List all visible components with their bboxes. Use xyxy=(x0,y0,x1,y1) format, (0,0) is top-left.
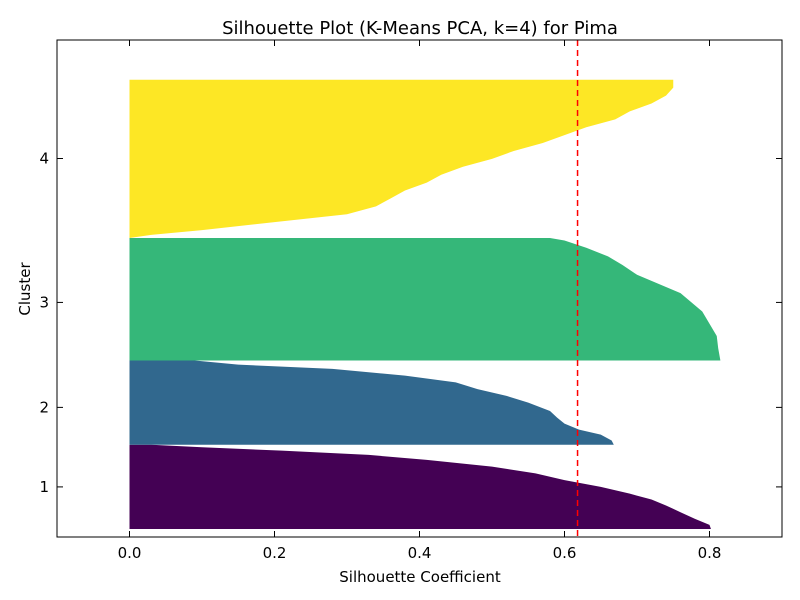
cluster-1-silhouette xyxy=(129,444,711,530)
y-tick-label: 4 xyxy=(39,149,49,167)
chart-title: Silhouette Plot (K-Means PCA, k=4) for P… xyxy=(222,18,618,39)
x-tick-label: 0.6 xyxy=(553,544,577,562)
cluster-2-silhouette xyxy=(129,360,614,445)
x-tick-label: 0.4 xyxy=(408,544,432,562)
y-axis: 1 2 3 4 xyxy=(39,149,782,496)
y-axis-label: Cluster xyxy=(16,262,34,316)
x-tick-label: 0.8 xyxy=(698,544,722,562)
x-tick-label: 0.2 xyxy=(263,544,287,562)
x-axis: 0.0 0.2 0.4 0.6 0.8 xyxy=(118,40,722,562)
plot-area xyxy=(129,40,721,537)
y-tick-label: 1 xyxy=(39,478,49,496)
y-tick-label: 3 xyxy=(39,293,49,311)
x-tick-label: 0.0 xyxy=(118,544,142,562)
cluster-3-silhouette xyxy=(129,238,721,361)
y-tick-label: 2 xyxy=(39,398,49,416)
cluster-4-silhouette xyxy=(129,79,674,239)
x-axis-label: Silhouette Coefficient xyxy=(339,568,501,586)
